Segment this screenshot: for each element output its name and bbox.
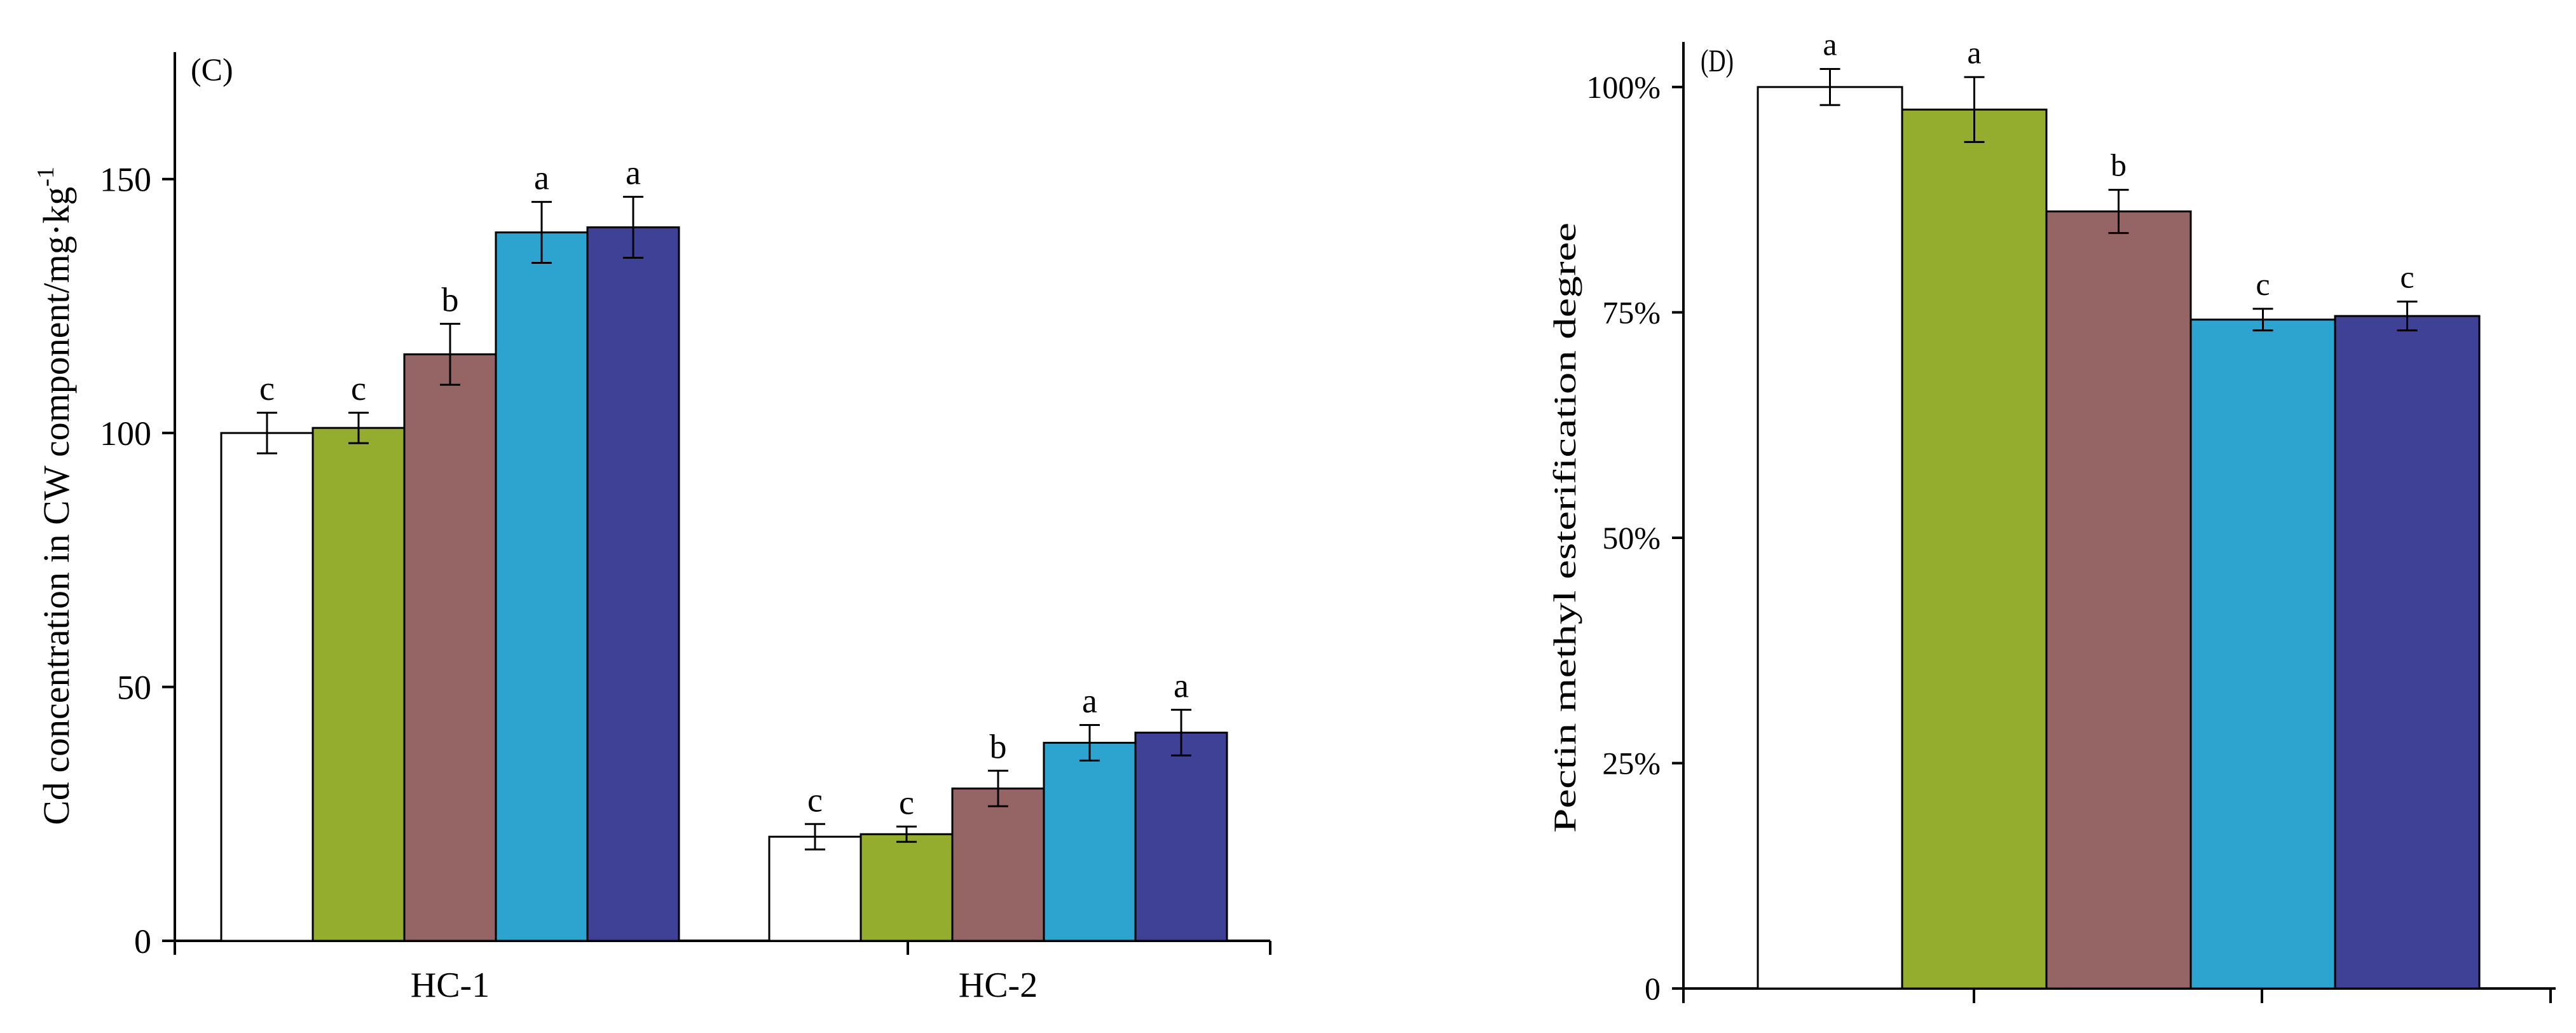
panel-c-significance-letter: a xyxy=(1174,667,1189,705)
panel-d-y-tick-label: 0 xyxy=(1645,971,1661,1006)
panel-c-significance-letter: c xyxy=(899,783,914,821)
panel-d-label: (D) xyxy=(1701,43,1734,78)
panel-c-significance-letter: a xyxy=(1082,681,1097,720)
panel-c-y-axis-title-main: Cd concentration in CW component/mg·kg xyxy=(36,187,77,825)
panel-c-significance-letter: b xyxy=(990,727,1007,765)
panel-c-bar-hc-2-s5 xyxy=(1134,731,1228,942)
panel-c-bar-hc-1-s4 xyxy=(495,231,589,942)
panel-d-bar-s5 xyxy=(2334,315,2481,990)
panel-d-significance-letter: b xyxy=(2111,147,2127,183)
panel-c-bar-hc-1-s2 xyxy=(312,427,406,942)
panel-c-y-tick-label: 150 xyxy=(100,161,151,199)
panel-c-x-category-label: HC-1 xyxy=(411,966,490,1005)
panel-c-y-axis-title: Cd concentration in CW component/mg·kg-1 xyxy=(32,167,77,825)
panel-c-y-tick-label: 0 xyxy=(134,922,151,961)
panel-c-bar-hc-1-s1 xyxy=(220,432,314,942)
panel-d-y-axis-title: Pectin methyl esterification degree xyxy=(1547,222,1582,833)
panel-d-significance-letter: c xyxy=(2400,259,2414,294)
panel-c-x-category-label: HC-2 xyxy=(959,966,1038,1005)
panel-d-significance-letter: c xyxy=(2256,266,2270,302)
panel-c-significance-letter: c xyxy=(351,369,366,407)
panel-d-y-tick-label: 100% xyxy=(1586,69,1661,105)
panel-c-label: (C) xyxy=(191,51,233,87)
panel-c-significance-letter: c xyxy=(259,369,275,407)
panel-d-bar-s1 xyxy=(1757,86,1903,990)
panel-c: (C) 0 50 100 150 c c b a a c c b a a HC-1 HC-2 Cd con… xyxy=(32,51,1271,1005)
panel-d-bar-s4 xyxy=(2189,318,2336,990)
panel-d-significance-letter: a xyxy=(1823,27,1837,62)
panel-c-significance-letter: a xyxy=(534,159,549,197)
panel-c-bar-hc-2-s1 xyxy=(768,835,862,942)
panel-c-bar-hc-2-s2 xyxy=(860,833,954,942)
panel-c-bar-hc-2-s4 xyxy=(1043,741,1137,942)
panel-d-y-tick-label: 75% xyxy=(1602,294,1661,330)
panel-d-bar-s2 xyxy=(1901,108,2048,990)
panel-c-bar-hc-2-s3 xyxy=(951,787,1045,942)
panel-c-significance-letter: c xyxy=(807,781,823,819)
panel-d-y-tick-label: 50% xyxy=(1602,520,1661,556)
panel-c-bar-hc-1-s5 xyxy=(586,226,680,942)
panel-c-significance-letter: a xyxy=(626,154,641,192)
panel-c-y-tick-label: 100 xyxy=(100,414,151,453)
panel-c-significance-letter: b xyxy=(442,280,459,318)
panel-d: (D) 0 25% 50% 75% 100% a a b c c Pectin methyl e… xyxy=(1547,27,2556,1006)
panel-d-y-tick-label: 25% xyxy=(1602,745,1661,781)
panel-c-bar-hc-1-s3 xyxy=(403,353,497,942)
panel-d-bar-s3 xyxy=(2045,210,2192,990)
panel-d-significance-letter: a xyxy=(1967,34,1981,70)
panel-c-y-axis-title-sup: -1 xyxy=(32,167,59,187)
panel-c-y-tick-label: 50 xyxy=(117,669,151,707)
